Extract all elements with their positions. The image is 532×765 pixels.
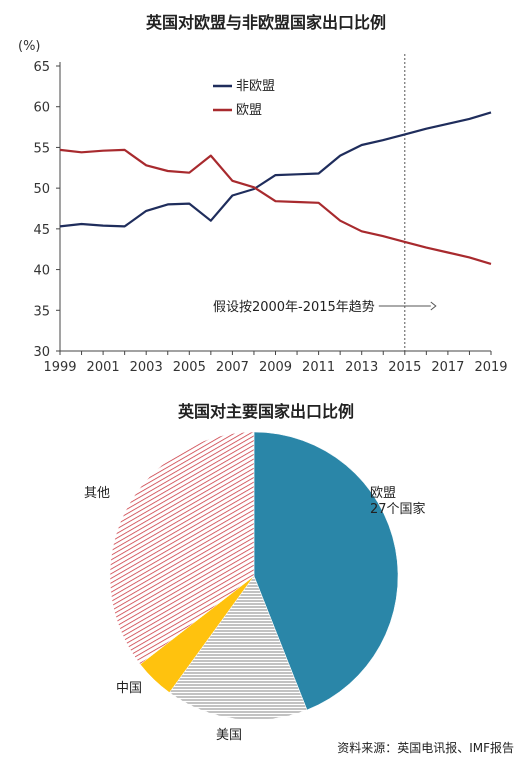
- x-tick-label: 2001: [87, 360, 120, 375]
- series-2-point: [210, 155, 212, 157]
- series-2-point: [339, 220, 341, 222]
- series-1-point: [469, 118, 471, 120]
- series-1-point: [167, 204, 169, 206]
- pie-label-1: 欧盟 27个国家: [370, 486, 426, 517]
- y-tick-label: 60: [33, 101, 50, 116]
- x-tick-label: 2015: [388, 360, 421, 375]
- series-1-point: [124, 226, 126, 228]
- series-2-point: [167, 170, 169, 172]
- x-tick-label: 2005: [173, 360, 206, 375]
- series-2-point: [490, 263, 492, 265]
- series-1-point: [296, 174, 298, 176]
- series-2-point: [361, 231, 363, 233]
- series-2-point: [447, 252, 449, 254]
- y-tick-label: 40: [33, 264, 50, 279]
- x-tick-label: 2011: [302, 360, 335, 375]
- series-2-point: [275, 200, 277, 202]
- series-1-point: [232, 195, 234, 197]
- series-2-point: [189, 172, 191, 174]
- series-2-point: [382, 235, 384, 237]
- series-2-point: [102, 150, 104, 152]
- series-2-point: [232, 180, 234, 182]
- series-1-point: [210, 220, 212, 222]
- x-tick-label: 2017: [431, 360, 464, 375]
- x-tick-label: 2007: [216, 360, 249, 375]
- y-tick-label: 65: [33, 60, 50, 75]
- pie-slice-4: [109, 431, 255, 665]
- y-tick-label: 45: [33, 223, 50, 238]
- series-1-point: [361, 144, 363, 146]
- series-1-point: [275, 174, 277, 176]
- x-tick-label: 2013: [345, 360, 378, 375]
- series-2-point: [81, 152, 83, 154]
- y-tick-label: 50: [33, 182, 50, 197]
- series-2-point: [469, 257, 471, 259]
- series-1-point: [426, 128, 428, 130]
- series-2-point: [404, 241, 406, 243]
- legend-label-2: 欧盟: [236, 103, 262, 118]
- series-1-point: [339, 155, 341, 157]
- y-tick-label: 30: [33, 345, 50, 360]
- series-1-point: [59, 226, 61, 228]
- series-line-1: [59, 111, 492, 228]
- pie-slice-2: [169, 575, 308, 721]
- x-tick-label: 2019: [474, 360, 507, 375]
- pie-chart-title: 英国对主要国家出口比例: [177, 402, 354, 421]
- x-tick-label: 2003: [130, 360, 163, 375]
- series-2-point: [296, 201, 298, 203]
- series-1-point: [81, 223, 83, 225]
- pie-label-2: 美国: [216, 728, 242, 743]
- x-tick-label: 1999: [43, 360, 76, 375]
- series-2-point: [253, 187, 255, 189]
- pie-label-3: 中国: [116, 681, 142, 696]
- series-1-point: [145, 210, 147, 212]
- legend-label-1: 非欧盟: [236, 79, 275, 94]
- pie-label-4: 其他: [84, 486, 110, 501]
- series-1-point: [447, 123, 449, 125]
- y-tick-label: 35: [33, 304, 50, 319]
- series-1-point: [102, 225, 104, 227]
- y-axis-unit-label: (%): [18, 39, 41, 54]
- series-2-point: [145, 165, 147, 167]
- pie-slice-1: [253, 431, 399, 711]
- line-chart: 30 35 40 45 50 55 60 65 1999 2001 2003 2005 2007 2009…: [33, 54, 508, 375]
- series-line-2: [59, 148, 492, 265]
- series-1-point: [404, 134, 406, 136]
- series-1-point: [189, 203, 191, 205]
- y-tick-label: 55: [33, 141, 50, 156]
- line-chart-title: 英国对欧盟与非欧盟国家出口比例: [145, 13, 386, 32]
- annotation-arrow-head: [430, 301, 437, 311]
- series-1-point: [318, 173, 320, 175]
- series-2-point: [59, 149, 61, 151]
- projection-annotation: 假设按2000年-2015年趋势: [213, 299, 375, 315]
- series-1-point: [382, 139, 384, 141]
- x-tick-label: 2009: [259, 360, 292, 375]
- series-2-point: [426, 247, 428, 249]
- series-2-point: [318, 202, 320, 204]
- source-note: 资料来源：英国电讯报、IMF报告: [337, 740, 514, 755]
- series-1-point: [490, 112, 492, 114]
- series-2-point: [124, 149, 126, 151]
